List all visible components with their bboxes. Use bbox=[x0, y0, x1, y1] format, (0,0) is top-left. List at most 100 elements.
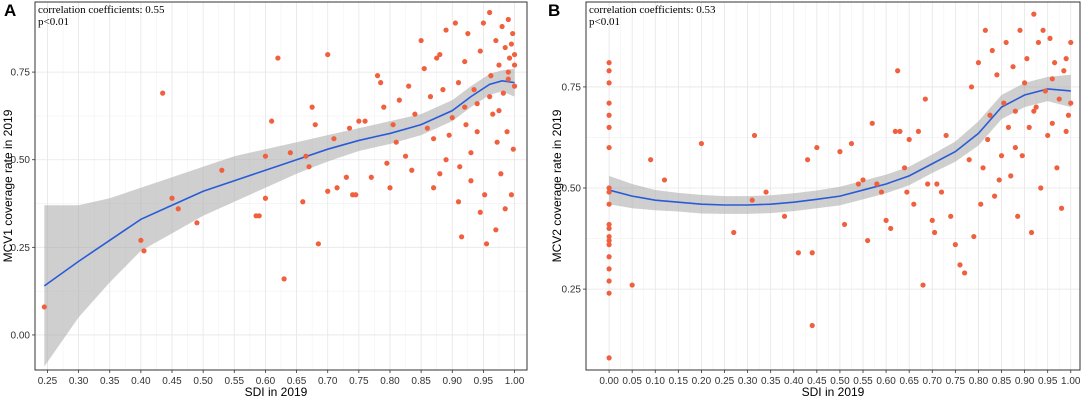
data-point bbox=[312, 122, 318, 128]
data-point bbox=[169, 195, 175, 201]
x-tick-label: 0.40 bbox=[784, 376, 804, 387]
data-point bbox=[434, 55, 440, 61]
data-point bbox=[1033, 104, 1039, 110]
y-tick-label: 0.25 bbox=[11, 243, 31, 254]
x-tick-label: 0.60 bbox=[876, 376, 896, 387]
data-point bbox=[1019, 153, 1025, 159]
data-point bbox=[1052, 60, 1058, 66]
annotation-b-line2: p<0.01 bbox=[589, 16, 620, 28]
data-point bbox=[262, 153, 269, 159]
y-tick-label: 0.75 bbox=[562, 82, 582, 93]
data-point bbox=[982, 27, 988, 33]
data-point bbox=[262, 195, 269, 201]
x-axis-title-b: SDI in 2019 bbox=[802, 385, 865, 399]
data-point bbox=[138, 237, 144, 243]
data-point bbox=[462, 104, 468, 110]
data-point bbox=[906, 136, 912, 143]
data-point bbox=[424, 125, 430, 131]
x-tick-label: 0.90 bbox=[443, 376, 463, 387]
x-tick-label: 0.95 bbox=[474, 376, 494, 387]
data-point bbox=[895, 68, 901, 74]
data-point bbox=[1021, 80, 1028, 86]
data-point bbox=[498, 171, 504, 177]
data-point bbox=[938, 189, 945, 195]
data-point bbox=[848, 140, 855, 147]
data-point bbox=[387, 185, 393, 191]
x-tick-label: 0.55 bbox=[225, 376, 245, 387]
x-tick-label: 0.45 bbox=[162, 376, 182, 387]
y-axis-title-b: MCV2 coverage rate in 2019 bbox=[550, 109, 564, 262]
x-tick-label: 0.55 bbox=[853, 376, 873, 387]
data-point bbox=[500, 90, 506, 96]
data-point bbox=[606, 233, 612, 240]
data-point bbox=[920, 282, 926, 288]
data-point bbox=[462, 58, 468, 65]
x-tick-label: 1.00 bbox=[505, 376, 525, 387]
data-point bbox=[957, 262, 963, 268]
data-point bbox=[1042, 88, 1048, 94]
data-point bbox=[606, 112, 612, 118]
data-point bbox=[751, 132, 758, 139]
data-point bbox=[911, 201, 917, 207]
x-tick-label: 0.30 bbox=[738, 376, 758, 387]
data-point bbox=[629, 282, 635, 288]
data-point bbox=[1063, 56, 1069, 62]
x-tick-label: 0.70 bbox=[318, 376, 338, 387]
data-point bbox=[837, 149, 843, 155]
data-point bbox=[430, 185, 437, 191]
data-point bbox=[487, 9, 493, 16]
x-tick-label: 0.70 bbox=[923, 376, 943, 387]
data-point bbox=[457, 164, 463, 170]
data-point bbox=[468, 150, 474, 156]
data-point bbox=[396, 97, 402, 103]
panel-a: 0.25 0.30 0.35 0.40 0.45 0.50 0.55 0.60 0.65 0.70… bbox=[1, 1, 528, 399]
x-tick-label: 0.05 bbox=[622, 376, 642, 387]
data-point bbox=[269, 118, 275, 124]
data-point bbox=[443, 157, 449, 163]
x-tick-label: 0.25 bbox=[38, 376, 58, 387]
data-point bbox=[511, 62, 518, 68]
data-point bbox=[661, 177, 668, 183]
x-tick-label: 0.35 bbox=[761, 376, 781, 387]
data-point bbox=[795, 250, 801, 256]
data-point bbox=[474, 101, 480, 107]
data-point bbox=[331, 136, 337, 142]
data-point bbox=[809, 322, 815, 329]
data-point bbox=[1068, 39, 1074, 46]
data-point bbox=[303, 153, 309, 159]
data-point bbox=[482, 192, 488, 198]
x-tick-label: 0.75 bbox=[946, 376, 966, 387]
data-point bbox=[606, 144, 612, 151]
plot-area-b bbox=[585, 1, 1081, 371]
data-point bbox=[505, 69, 511, 75]
data-point bbox=[468, 178, 474, 184]
data-point bbox=[488, 73, 494, 79]
data-point bbox=[490, 111, 496, 117]
data-point bbox=[281, 276, 287, 282]
data-point bbox=[440, 87, 446, 93]
data-point bbox=[860, 177, 866, 183]
data-point bbox=[175, 206, 181, 212]
data-point bbox=[1056, 96, 1062, 102]
data-point bbox=[606, 225, 612, 232]
data-point bbox=[648, 157, 654, 163]
data-point bbox=[506, 55, 513, 61]
data-point bbox=[869, 120, 875, 126]
x-tick-label: 1.00 bbox=[1061, 376, 1081, 387]
data-point bbox=[925, 181, 931, 187]
data-point bbox=[865, 237, 871, 244]
data-point bbox=[406, 83, 412, 89]
data-point bbox=[1028, 229, 1035, 236]
x-tick-label: 0.65 bbox=[899, 376, 919, 387]
data-point bbox=[1038, 185, 1044, 191]
data-point bbox=[483, 241, 490, 247]
data-point bbox=[508, 41, 515, 47]
x-tick-label: 0.20 bbox=[692, 376, 712, 387]
fit-line-a bbox=[43, 80, 515, 287]
panel-label-a: A bbox=[4, 1, 16, 20]
y-tick-label: 0.50 bbox=[562, 184, 582, 195]
data-point bbox=[194, 220, 200, 226]
data-point bbox=[980, 165, 986, 171]
data-point bbox=[315, 241, 321, 247]
data-point bbox=[814, 144, 820, 151]
